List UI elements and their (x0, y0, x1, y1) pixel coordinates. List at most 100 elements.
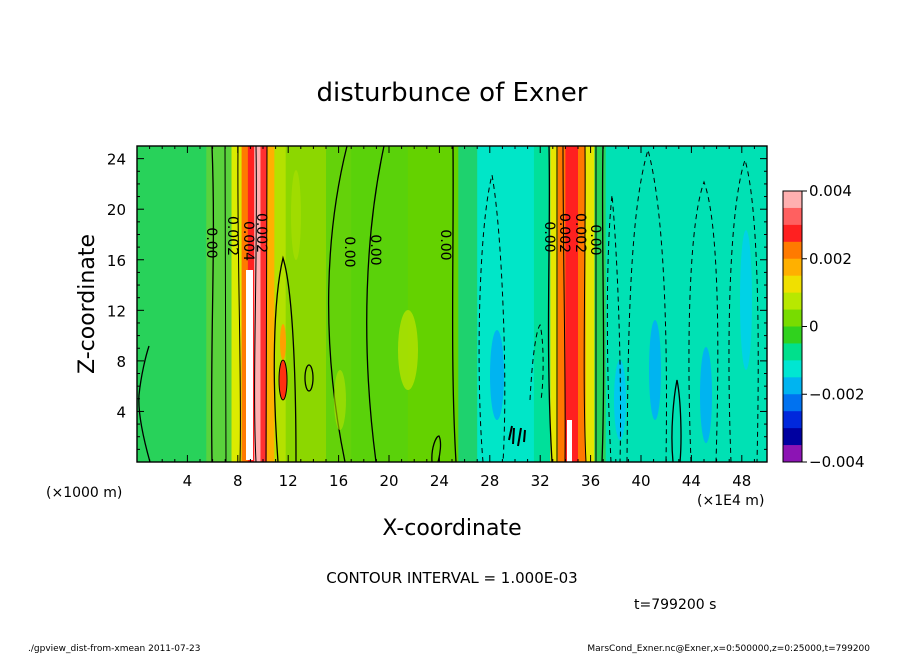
colorbar-tick-label: 0.002 (809, 250, 852, 268)
negative-contour (529, 323, 544, 401)
field-band (578, 146, 587, 462)
zero-contour (366, 146, 385, 462)
x-axis: 4 8 12 16 20 24 28 32 36 40 44 48 (149, 146, 755, 490)
contour-label: 0.00 (367, 234, 383, 265)
field-band (254, 146, 262, 462)
contour (237, 146, 257, 462)
field-band (231, 146, 243, 462)
contour-label: 0.002 (572, 213, 588, 253)
contour-label: 0.002 (253, 213, 269, 253)
chart-title: disturbunce of Exner (317, 78, 588, 108)
y-tick-label: 12 (107, 302, 126, 320)
colorbar-step (783, 241, 802, 260)
x-axis-title: X-coordinate (382, 516, 521, 541)
contour-label: 0.002 (224, 216, 240, 256)
contour-label: 0.00 (341, 236, 357, 267)
x-tick-label: 12 (279, 472, 298, 490)
contour-label: 0.004 (240, 221, 256, 261)
colorbar-step (783, 292, 802, 311)
zero-contour (601, 146, 605, 462)
field-band (477, 146, 535, 462)
field-band (351, 146, 409, 462)
colorbar (782, 190, 803, 463)
zero-contour (547, 146, 553, 462)
x-tick-label: 4 (183, 472, 193, 490)
footer-right: MarsCond_Exner.nc@Exner,x=0:500000,z=0:2… (587, 644, 870, 654)
field-band (266, 146, 275, 462)
contour (556, 146, 597, 462)
field-band (565, 146, 579, 462)
x-tick-label: 28 (480, 472, 499, 490)
jet-core (567, 420, 572, 462)
field-band (585, 146, 595, 462)
zero-contour (210, 146, 215, 462)
colorbar-tick-label: −0.004 (809, 453, 865, 471)
time-label: t=799200 s (634, 597, 716, 613)
x-tick-label: 44 (682, 472, 701, 490)
zero-contour (431, 435, 442, 462)
field-band (594, 146, 607, 462)
colorbar-step (783, 394, 802, 412)
zero-contour (273, 255, 297, 462)
zero-contour (304, 364, 314, 392)
y-axis: 4 8 12 16 20 24 (107, 151, 767, 450)
colorbar-tick-label: 0.004 (809, 182, 852, 200)
contour-label: 0.00 (541, 221, 557, 252)
colorbar-step (783, 207, 802, 226)
field-band (241, 146, 249, 462)
colorbar-step (783, 445, 802, 463)
contour-interval-text: CONTOUR INTERVAL = 1.000E-03 (326, 569, 577, 587)
field-band (274, 146, 287, 462)
contour-label: 0.002 (556, 213, 572, 253)
colorbar-step (783, 275, 802, 294)
x-tick-label: 40 (631, 472, 650, 490)
local-min (740, 230, 752, 370)
colorbar-tick-label: −0.002 (809, 385, 865, 403)
negative-contour (478, 174, 506, 462)
x-tick-label: 36 (581, 472, 600, 490)
x-tick-label: 16 (329, 472, 348, 490)
y-tick-label: 20 (107, 201, 126, 219)
x-axis-unit-left: (×1000 m) (46, 485, 122, 501)
negative-contour (688, 180, 719, 462)
y-tick-label: 24 (107, 151, 126, 169)
y-tick-label: 16 (107, 252, 126, 270)
colorbar-step (783, 377, 802, 395)
colorbar-step (783, 343, 802, 361)
field-band (407, 146, 459, 462)
local-min (700, 347, 712, 443)
contour (562, 146, 587, 462)
zero-contour (671, 379, 682, 462)
x-tick-label: 8 (233, 472, 243, 490)
field-band (458, 146, 478, 462)
local-patch (334, 370, 346, 430)
local-patch (398, 310, 418, 390)
colorbar-tick-label: 0 (809, 318, 819, 336)
field-bands (137, 146, 767, 462)
negative-contour (728, 158, 759, 462)
colorbar-step (783, 360, 802, 378)
field-band (206, 146, 233, 462)
field-band (550, 146, 559, 462)
negative-contour (626, 148, 667, 462)
contour-label: 0.00 (437, 229, 453, 260)
x-axis-unit-right: (×1E4 m) (697, 493, 764, 509)
y-tick-label: 4 (116, 403, 126, 421)
colorbar-step (783, 224, 802, 243)
local-min (490, 330, 504, 420)
colorbar-step (783, 428, 802, 446)
x-tick-label: 24 (430, 472, 449, 490)
colorbar-ticks: 0.004 0.002 0 −0.002 −0.004 (802, 182, 865, 471)
field-band (557, 146, 566, 462)
colorbar-step (783, 326, 802, 344)
colorbar-step (783, 411, 802, 429)
colorbar-step (783, 309, 802, 327)
field-band (137, 146, 207, 462)
local-min (649, 320, 661, 420)
x-tick-label: 32 (531, 472, 550, 490)
field-band (260, 146, 268, 462)
zero-contour (451, 146, 457, 462)
